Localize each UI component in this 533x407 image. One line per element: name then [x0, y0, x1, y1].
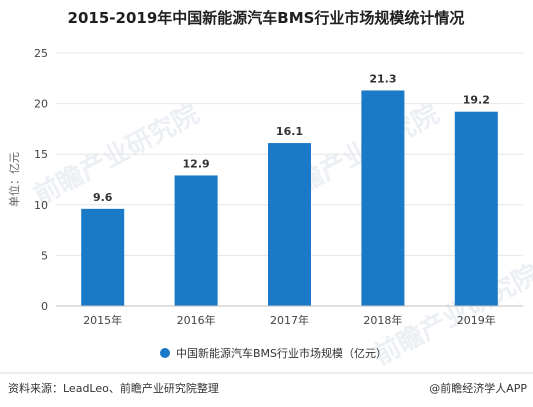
bar — [454, 111, 498, 306]
bar — [81, 208, 125, 306]
legend-marker — [160, 348, 170, 358]
x-tick-label: 2017年 — [270, 313, 309, 327]
x-tick-label: 2016年 — [177, 313, 216, 327]
y-tick-label: 0 — [41, 300, 48, 313]
bar — [268, 143, 311, 306]
data-label: 9.6 — [93, 191, 113, 204]
bar — [361, 90, 405, 306]
data-label: 19.2 — [463, 94, 490, 107]
bars — [81, 90, 498, 306]
gridlines — [56, 52, 523, 256]
data-label: 21.3 — [369, 72, 396, 85]
y-tick-label: 25 — [34, 47, 48, 60]
data-label: 12.9 — [183, 157, 210, 170]
chart-title: 2015-2019年中国新能源汽车BMS行业市场规模统计情况 — [68, 9, 465, 27]
source-note: 资料来源：LeadLeo、前瞻产业研究院整理 — [8, 381, 219, 395]
x-tick-label: 2019年 — [457, 313, 496, 327]
legend-label: 中国新能源汽车BMS行业市场规模（亿元） — [176, 346, 387, 360]
brand-credit: @前瞻经济学人APP — [429, 381, 527, 395]
data-label: 16.1 — [276, 125, 303, 138]
x-tick-label: 2018年 — [363, 313, 402, 327]
y-tick-label: 10 — [34, 199, 48, 212]
y-tick-label: 15 — [34, 148, 48, 161]
y-tick-labels: 0 5 10 15 20 25 — [34, 47, 48, 313]
y-tick-label: 20 — [34, 98, 48, 111]
data-labels: 9.6 12.9 16.1 21.3 19.2 — [93, 72, 490, 203]
x-tick-label: 2015年 — [83, 313, 122, 327]
legend: 中国新能源汽车BMS行业市场规模（亿元） — [160, 346, 387, 360]
y-tick-label: 5 — [41, 249, 48, 262]
bar — [174, 175, 218, 306]
y-axis-label: 单位：亿元 — [7, 152, 21, 207]
x-tick-labels: 2015年 2016年 2017年 2018年 2019年 — [83, 313, 496, 327]
